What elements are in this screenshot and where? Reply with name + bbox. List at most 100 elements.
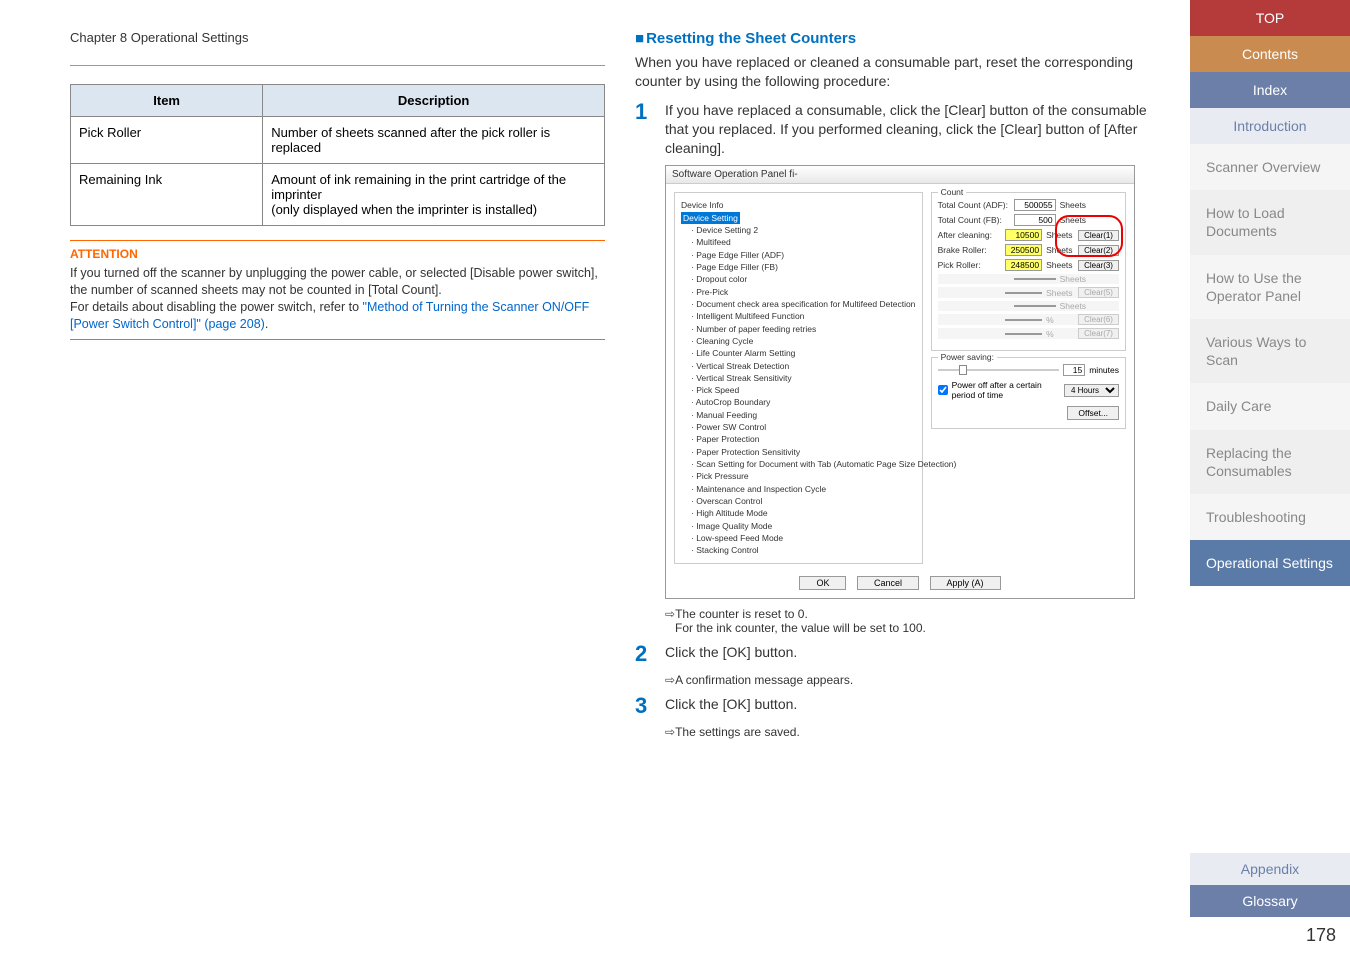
tree-item[interactable]: · Paper Protection Sensitivity [691, 446, 916, 458]
tree-item[interactable]: Device Info [681, 199, 916, 211]
dialog-footer: OK Cancel Apply (A) [666, 572, 1134, 598]
tree-item[interactable]: · Number of paper feeding retries [691, 323, 916, 335]
counter-label: Brake Roller: [938, 245, 1001, 255]
step-text: Click the [OK] button. [665, 643, 797, 665]
sidebar-item-daily-care[interactable]: Daily Care [1190, 383, 1350, 429]
section-heading: ■Resetting the Sheet Counters [635, 30, 1170, 47]
tree-item[interactable]: · Maintenance and Inspection Cycle [691, 483, 916, 495]
counter-row: %Clear(7) [938, 328, 1119, 339]
count-legend: Count [938, 187, 967, 197]
arrow-icon: ⇨ [665, 725, 675, 739]
sidebar: TOP Contents Index Introduction Scanner … [1190, 0, 1350, 954]
tree-item[interactable]: · Vertical Streak Detection [691, 360, 916, 372]
counter-label: Total Count (FB): [938, 215, 1010, 225]
sidebar-item-various-ways[interactable]: Various Ways to Scan [1190, 319, 1350, 383]
step-text: If you have replaced a consumable, click… [665, 101, 1170, 158]
counter-unit: Sheets [1060, 274, 1092, 284]
chapter-title: Chapter 8 Operational Settings [70, 30, 605, 45]
counter-value [1014, 278, 1056, 280]
cell: Pick Roller [71, 117, 263, 164]
sidebar-item-operator-panel[interactable]: How to Use the Operator Panel [1190, 255, 1350, 319]
clear-button[interactable]: Clear(5) [1078, 287, 1119, 298]
sidebar-top[interactable]: TOP [1190, 0, 1350, 36]
tree-item[interactable]: · Overscan Control [691, 495, 916, 507]
tree-item[interactable]: · Dropout color [691, 273, 916, 285]
minutes-label: minutes [1089, 365, 1119, 375]
cell: Amount of ink remaining in the print car… [263, 164, 605, 226]
sidebar-item-operational-settings[interactable]: Operational Settings [1190, 540, 1350, 586]
counter-label: Pick Roller: [938, 260, 1001, 270]
tree-item[interactable]: · Page Edge Filler (FB) [691, 261, 916, 273]
clear-button[interactable]: Clear(7) [1078, 328, 1119, 339]
th-item: Item [71, 85, 263, 117]
attention-after: . [265, 317, 268, 331]
tree-item[interactable]: · Paper Protection [691, 433, 916, 445]
intro-text: When you have replaced or cleaned a cons… [635, 53, 1170, 91]
tree-item[interactable]: · Pick Speed [691, 384, 916, 396]
clear-button[interactable]: Clear(6) [1078, 314, 1119, 325]
arrow-icon: ⇨ [665, 607, 675, 621]
tree-item[interactable]: · Page Edge Filler (ADF) [691, 249, 916, 261]
tree-item[interactable]: · Vertical Streak Sensitivity [691, 372, 916, 384]
sidebar-glossary[interactable]: Glossary [1190, 885, 1350, 917]
tree-item-selected[interactable]: Device Setting [681, 212, 740, 224]
page-number: 178 [1190, 917, 1350, 954]
counter-value: 500 [1014, 214, 1056, 226]
tree-item[interactable]: · Manual Feeding [691, 409, 916, 421]
minutes-slider[interactable]: 15 minutes [938, 364, 1119, 376]
cancel-button[interactable]: Cancel [857, 576, 919, 590]
counter-label: After cleaning: [938, 230, 1001, 240]
ok-button[interactable]: OK [799, 576, 846, 590]
sidebar-item-troubleshooting[interactable]: Troubleshooting [1190, 494, 1350, 540]
tree-item[interactable]: · Pick Pressure [691, 470, 916, 482]
tree-item[interactable]: · Power SW Control [691, 421, 916, 433]
sidebar-item-load-documents[interactable]: How to Load Documents [1190, 190, 1350, 254]
tree-item[interactable]: · Document check area specification for … [691, 298, 916, 310]
tree-item[interactable]: · Image Quality Mode [691, 520, 916, 532]
step-3: 3 Click the [OK] button. [635, 695, 1170, 717]
settings-tree[interactable]: Device Info Device Setting · Device Sett… [674, 192, 923, 563]
tree-item[interactable]: · Multifeed [691, 236, 916, 248]
result-text: A confirmation message appears. [675, 673, 853, 687]
clear-button[interactable]: Clear(3) [1078, 260, 1119, 271]
cell: Remaining Ink [71, 164, 263, 226]
checkbox-icon[interactable] [938, 385, 948, 395]
tree-item[interactable]: · Life Counter Alarm Setting [691, 347, 916, 359]
power-legend: Power saving: [938, 352, 997, 362]
step-2: 2 Click the [OK] button. [635, 643, 1170, 665]
step-text: Click the [OK] button. [665, 695, 797, 717]
slider-thumb-icon[interactable] [959, 365, 967, 375]
sidebar-item-consumables[interactable]: Replacing the Consumables [1190, 430, 1350, 494]
tree-item[interactable]: · Pre-Pick [691, 286, 916, 298]
power-off-checkbox[interactable]: Power off after a certain period of time… [938, 380, 1119, 400]
sidebar-item-scanner-overview[interactable]: Scanner Overview [1190, 144, 1350, 190]
count-fieldset: Count Total Count (ADF):500055SheetsTota… [931, 192, 1126, 351]
counter-label: Total Count (ADF): [938, 200, 1010, 210]
tree-item[interactable]: · Device Setting 2 [691, 224, 916, 236]
table-row: Pick Roller Number of sheets scanned aft… [71, 117, 605, 164]
tree-item[interactable]: · AutoCrop Boundary [691, 396, 916, 408]
counter-value: 10500 [1005, 229, 1043, 241]
counter-value: 250500 [1005, 244, 1043, 256]
hours-select[interactable]: 4 Hours [1064, 384, 1119, 397]
tree-item[interactable]: · High Altitude Mode [691, 507, 916, 519]
highlight-oval-icon [1055, 215, 1123, 257]
tree-item[interactable]: · Cleaning Cycle [691, 335, 916, 347]
tree-item[interactable]: · Intelligent Multifeed Function [691, 310, 916, 322]
step-number: 2 [635, 643, 653, 665]
sidebar-appendix[interactable]: Appendix [1190, 853, 1350, 885]
tree-item[interactable]: · Low-speed Feed Mode [691, 532, 916, 544]
tree-item[interactable]: · Stacking Control [691, 544, 916, 556]
apply-button[interactable]: Apply (A) [930, 576, 1001, 590]
attention-text: If you turned off the scanner by unplugg… [70, 265, 605, 333]
tree-item[interactable]: · Scan Setting for Document with Tab (Au… [691, 458, 916, 470]
sidebar-spacer [1190, 586, 1350, 853]
offset-button[interactable]: Offset... [1067, 406, 1119, 420]
square-bullet-icon: ■ [635, 30, 644, 47]
sidebar-contents[interactable]: Contents [1190, 36, 1350, 72]
sidebar-index[interactable]: Index [1190, 72, 1350, 108]
counter-value [1014, 305, 1056, 307]
counter-value [1005, 292, 1043, 294]
sidebar-introduction[interactable]: Introduction [1190, 108, 1350, 144]
minutes-value: 15 [1063, 364, 1085, 376]
